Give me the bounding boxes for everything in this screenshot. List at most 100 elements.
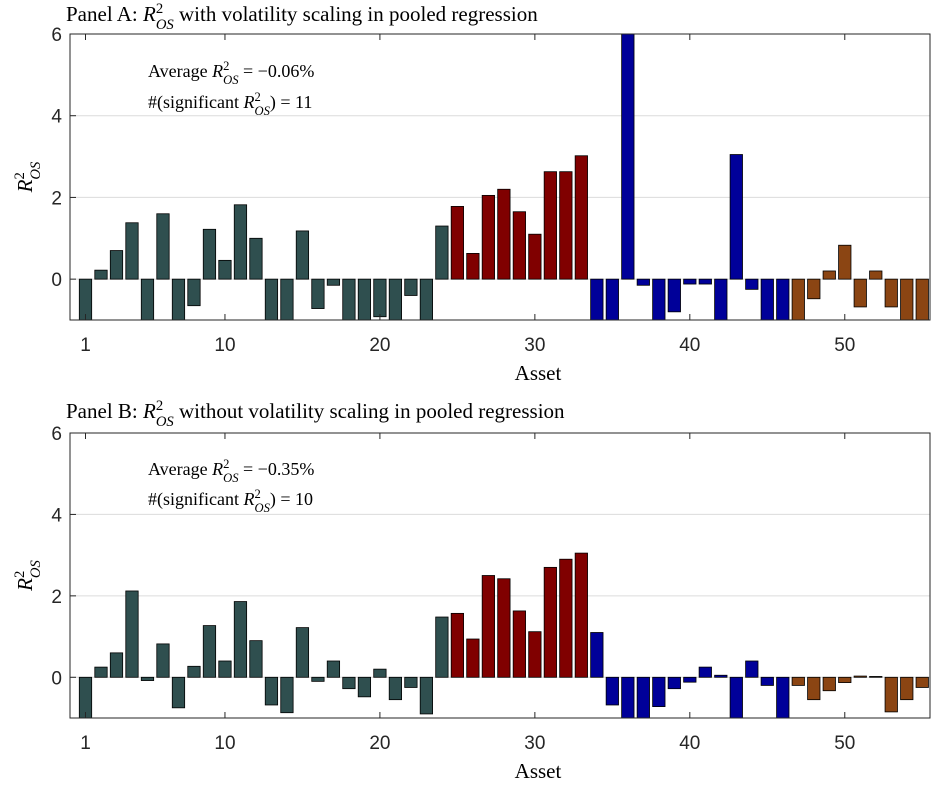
bar	[590, 278, 604, 320]
bar	[528, 631, 542, 678]
text-part: 2	[12, 172, 28, 179]
bar	[884, 676, 898, 713]
text-part: #(significant	[148, 489, 243, 510]
bar	[156, 213, 170, 280]
bar	[202, 625, 217, 678]
bar	[528, 233, 542, 280]
bar	[249, 640, 263, 678]
panel-title: Panel A: R2 OS with volatility scaling in…	[66, 1, 538, 33]
text-part: OS	[28, 161, 44, 180]
bar	[233, 601, 248, 678]
text-part: 2	[254, 487, 260, 501]
bar	[605, 278, 619, 320]
bar	[543, 566, 557, 678]
bar	[621, 34, 635, 280]
bar	[512, 610, 526, 678]
y-tick-label: 0	[51, 668, 62, 689]
bar	[466, 253, 480, 280]
bar	[264, 278, 279, 320]
bar	[295, 230, 310, 280]
text-part: Average	[148, 459, 212, 479]
bar	[497, 578, 511, 678]
bar	[404, 676, 418, 688]
annotation: Average R2 OS = −0.06%	[148, 59, 314, 87]
text-part: OS	[28, 559, 44, 578]
bar	[900, 278, 914, 320]
panel-title: Panel B: R2 OS without volatility scaling…	[66, 398, 565, 430]
annotation: Average R2 OS = −0.35%	[148, 457, 314, 485]
text-part: R	[142, 399, 156, 423]
bar	[435, 616, 449, 678]
bar	[776, 278, 790, 320]
bar	[543, 171, 557, 280]
text-part: OS	[156, 414, 175, 430]
bar	[760, 278, 774, 320]
bar	[900, 676, 914, 701]
y-tick-label: 2	[51, 587, 62, 608]
bar	[667, 278, 681, 313]
bar	[419, 278, 433, 320]
bar	[791, 278, 805, 320]
bar	[218, 259, 232, 280]
text-part: OS	[254, 501, 270, 515]
text-part: 2	[156, 1, 163, 17]
bar	[342, 676, 356, 690]
bar	[295, 627, 310, 678]
bar	[636, 278, 650, 286]
bar	[822, 676, 836, 692]
text-part: R	[13, 179, 37, 193]
bar	[311, 676, 325, 682]
bar	[218, 660, 232, 678]
text-part: Panel A:	[66, 2, 143, 26]
x-tick-label: 10	[214, 733, 235, 754]
bar	[729, 154, 743, 280]
bar	[574, 552, 588, 678]
bar	[760, 676, 774, 686]
bar	[125, 222, 139, 280]
bar	[373, 668, 387, 678]
bar	[388, 676, 403, 701]
text-part: Average	[148, 61, 212, 81]
bar	[140, 676, 155, 681]
bars	[78, 34, 929, 320]
bar	[636, 676, 650, 718]
bar	[419, 676, 433, 715]
x-tick-label: 50	[834, 733, 855, 754]
x-axis-label: Asset	[515, 361, 562, 385]
bar	[683, 278, 697, 285]
y-tick-label: 4	[51, 505, 62, 526]
bars	[78, 552, 929, 718]
bar	[187, 278, 201, 307]
bar	[869, 676, 883, 678]
bar	[466, 638, 480, 678]
bar	[171, 676, 186, 709]
bar	[791, 676, 805, 686]
bar	[884, 278, 898, 308]
text-part: OS	[156, 17, 175, 33]
bar	[915, 278, 929, 320]
text-part: ) = 11	[270, 92, 312, 113]
text-part: 2	[254, 90, 260, 104]
axes-box	[69, 432, 931, 719]
bar	[481, 575, 495, 678]
bar	[481, 194, 495, 280]
x-tick-label: 1	[80, 335, 91, 356]
bar	[838, 676, 852, 683]
text-part: 2	[156, 398, 163, 414]
bar	[388, 278, 403, 320]
text-part: R	[242, 92, 254, 112]
bar	[326, 278, 341, 286]
annotation: #(significant R2 OS) = 10	[148, 487, 313, 515]
bar	[776, 676, 790, 718]
bar	[838, 244, 852, 280]
bar	[807, 278, 821, 300]
bar	[512, 211, 526, 280]
y-axis-label: R2OS	[12, 559, 44, 591]
x-axis-label: Asset	[515, 759, 562, 783]
bar	[109, 652, 124, 678]
axes-box	[69, 33, 931, 321]
bar	[450, 206, 464, 280]
text-part: 2	[12, 571, 28, 578]
bar	[249, 237, 263, 280]
